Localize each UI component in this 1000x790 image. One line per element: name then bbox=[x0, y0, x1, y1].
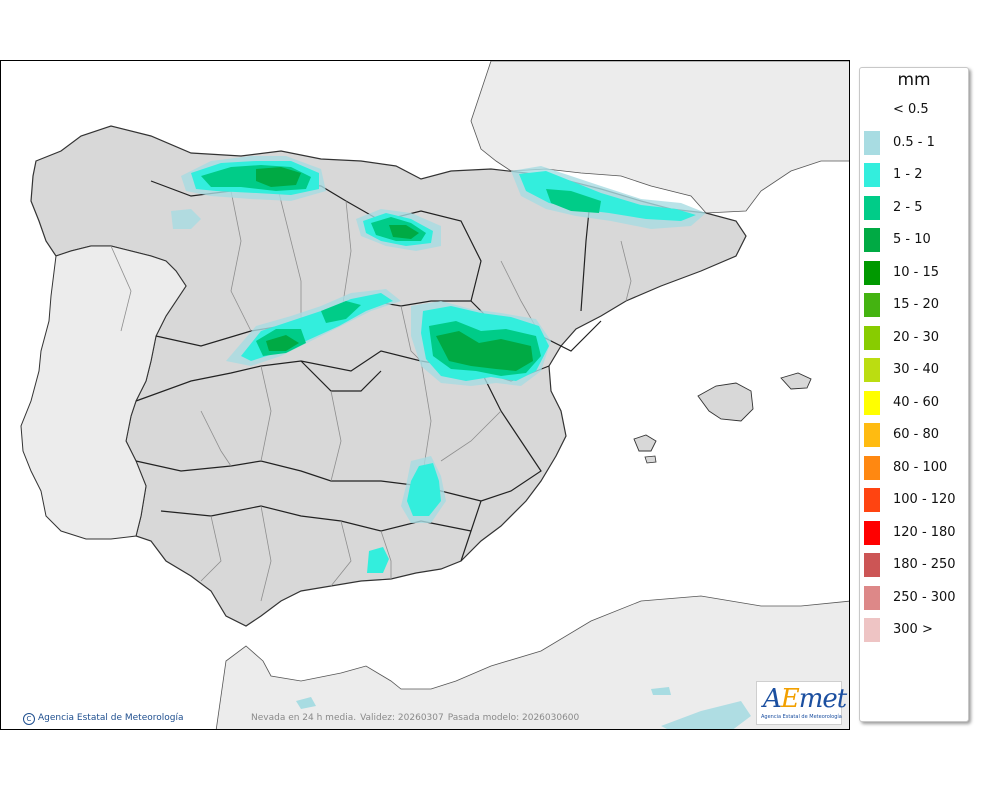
legend-item: 30 - 40 bbox=[864, 358, 968, 382]
caption-run: Pasada modelo: 2026030600 bbox=[447, 713, 580, 723]
legend-item: 0.5 - 1 bbox=[864, 130, 968, 155]
legend-item: 20 - 30 bbox=[864, 325, 968, 350]
legend-swatch bbox=[864, 260, 880, 285]
legend-label: 180 - 250 bbox=[893, 557, 956, 572]
legend-swatch bbox=[864, 423, 880, 447]
map-caption: Nevada en 24 h media. Validez: 20260307 Pa… bbox=[251, 713, 583, 723]
caption-variable: Nevada en 24 h media. bbox=[251, 713, 357, 723]
legend-item: 80 - 100 bbox=[864, 455, 968, 480]
legend-label: 60 - 80 bbox=[893, 427, 940, 442]
aemet-logo-wordmark: AEmet bbox=[763, 684, 847, 714]
legend-item: 120 - 180 bbox=[864, 520, 968, 545]
legend-label: 15 - 20 bbox=[893, 297, 940, 312]
legend-label: < 0.5 bbox=[893, 102, 929, 117]
legend-item: 10 - 15 bbox=[864, 260, 968, 285]
caption-valid: Validez: 20260307 bbox=[360, 713, 444, 723]
copyright-label: C Agencia Estatal de Meteorología bbox=[23, 713, 184, 725]
copyright-icon: C bbox=[23, 713, 35, 725]
legend-item: 250 - 300 bbox=[864, 585, 968, 610]
snowfall-map: C Agencia Estatal de Meteorología Nevada … bbox=[0, 60, 850, 730]
legend-swatch bbox=[864, 195, 880, 220]
legend-title: mm bbox=[897, 70, 931, 90]
legend-swatch bbox=[864, 520, 880, 545]
legend-swatch bbox=[864, 455, 880, 480]
legend-swatch bbox=[864, 390, 880, 415]
legend-swatch bbox=[864, 618, 880, 642]
legend-item: 15 - 20 bbox=[864, 293, 968, 317]
snowfall-areas bbox=[171, 156, 751, 729]
legend-label: 1 - 2 bbox=[893, 167, 923, 182]
africa-landmass bbox=[215, 595, 849, 729]
mallorca bbox=[697, 382, 754, 422]
legend-label: 80 - 100 bbox=[893, 459, 948, 475]
legend-swatch bbox=[864, 228, 880, 252]
legend-label: 10 - 15 bbox=[893, 264, 940, 280]
legend-label: 30 - 40 bbox=[893, 362, 940, 377]
legend-label: 5 - 10 bbox=[893, 232, 931, 247]
legend-swatch bbox=[864, 358, 880, 382]
aemet-logo-subtitle: Agencia Estatal de Meteorología bbox=[761, 714, 842, 720]
legend-item: 60 - 80 bbox=[864, 423, 968, 447]
legend-label: 2 - 5 bbox=[893, 199, 923, 215]
aemet-logo: AEmet Agencia Estatal de Meteorología bbox=[756, 681, 847, 725]
legend-item: 180 - 250 bbox=[864, 553, 968, 577]
legend-label: 40 - 60 bbox=[893, 394, 940, 410]
legend-item: 1 - 2 bbox=[864, 163, 968, 187]
legend-swatch bbox=[864, 488, 880, 512]
legend-label: 0.5 - 1 bbox=[893, 134, 935, 150]
legend-label: 100 - 120 bbox=[893, 492, 956, 507]
menorca bbox=[780, 372, 812, 390]
precipitation-legend: mm < 0.5 0.5 - 1 1 - 2 2 - 5 5 - 10 10 - 15 15… bbox=[859, 67, 969, 722]
legend-swatch bbox=[864, 325, 880, 350]
legend-item: 300 > bbox=[864, 618, 968, 642]
legend-swatch bbox=[864, 293, 880, 317]
legend-item: 100 - 120 bbox=[864, 488, 968, 512]
legend-label: 300 > bbox=[893, 622, 933, 637]
legend-label: 120 - 180 bbox=[893, 524, 956, 540]
legend-item: 5 - 10 bbox=[864, 228, 968, 252]
formentera bbox=[644, 455, 657, 464]
legend-swatch bbox=[864, 163, 880, 187]
legend-label: 250 - 300 bbox=[893, 589, 956, 605]
legend-item: 40 - 60 bbox=[864, 390, 968, 415]
legend-swatch bbox=[864, 130, 880, 155]
legend-swatch bbox=[864, 585, 880, 610]
legend-swatch bbox=[864, 553, 880, 577]
ibiza bbox=[633, 434, 657, 452]
legend-item: < 0.5 bbox=[864, 98, 968, 122]
legend-item: 2 - 5 bbox=[864, 195, 968, 220]
legend-label: 20 - 30 bbox=[893, 329, 940, 345]
france-landmass bbox=[470, 61, 849, 214]
